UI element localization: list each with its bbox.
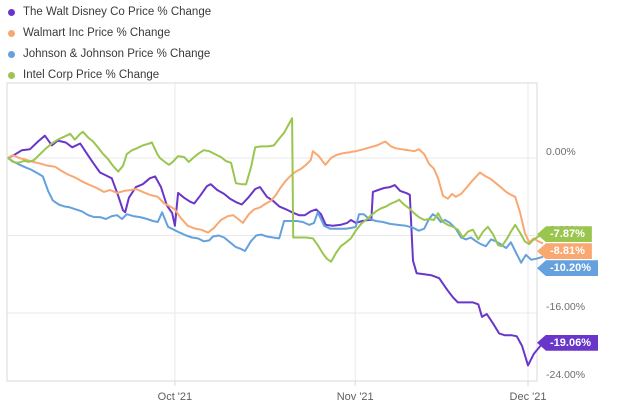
legend-dot-icon xyxy=(8,30,15,37)
end-value-badge-intel: -7.87% xyxy=(537,226,592,243)
series-line-walmart xyxy=(7,140,544,245)
y-tick-label: -16.00% xyxy=(546,301,586,314)
end-value-badge-jnj: -10.20% xyxy=(537,260,598,277)
series-line-jnj xyxy=(7,157,544,264)
legend-label: Walmart Inc Price % Change xyxy=(23,27,171,39)
legend-dot-icon xyxy=(8,72,15,79)
legend-item-jnj[interactable]: Johnson & Johnson Price % Change xyxy=(8,44,211,65)
legend-label: Intel Corp Price % Change xyxy=(23,69,160,81)
series-line-intel xyxy=(7,117,544,263)
legend-label: Johnson & Johnson Price % Change xyxy=(23,48,211,60)
plot-border xyxy=(6,82,538,382)
x-tick-label: Dec '21 xyxy=(509,391,547,403)
x-tick-label: Nov '21 xyxy=(336,391,374,403)
end-value-badge-disney: -19.06% xyxy=(537,334,598,351)
legend-label: The Walt Disney Co Price % Change xyxy=(23,6,212,18)
legend-item-walmart[interactable]: Walmart Inc Price % Change xyxy=(8,23,211,44)
legend-dot-icon xyxy=(8,9,15,16)
legend: The Walt Disney Co Price % Change Walmart… xyxy=(8,2,211,86)
y-tick-label: -24.00% xyxy=(546,369,586,381)
series-line-disney xyxy=(7,134,544,367)
legend-dot-icon xyxy=(8,51,15,58)
legend-item-intel[interactable]: Intel Corp Price % Change xyxy=(8,65,211,86)
y-tick-label: 0.00% xyxy=(546,146,576,158)
legend-item-disney[interactable]: The Walt Disney Co Price % Change xyxy=(8,2,211,23)
end-value-badge-walmart: -8.81% xyxy=(537,243,592,260)
x-tick-label: Oct '21 xyxy=(157,391,193,403)
